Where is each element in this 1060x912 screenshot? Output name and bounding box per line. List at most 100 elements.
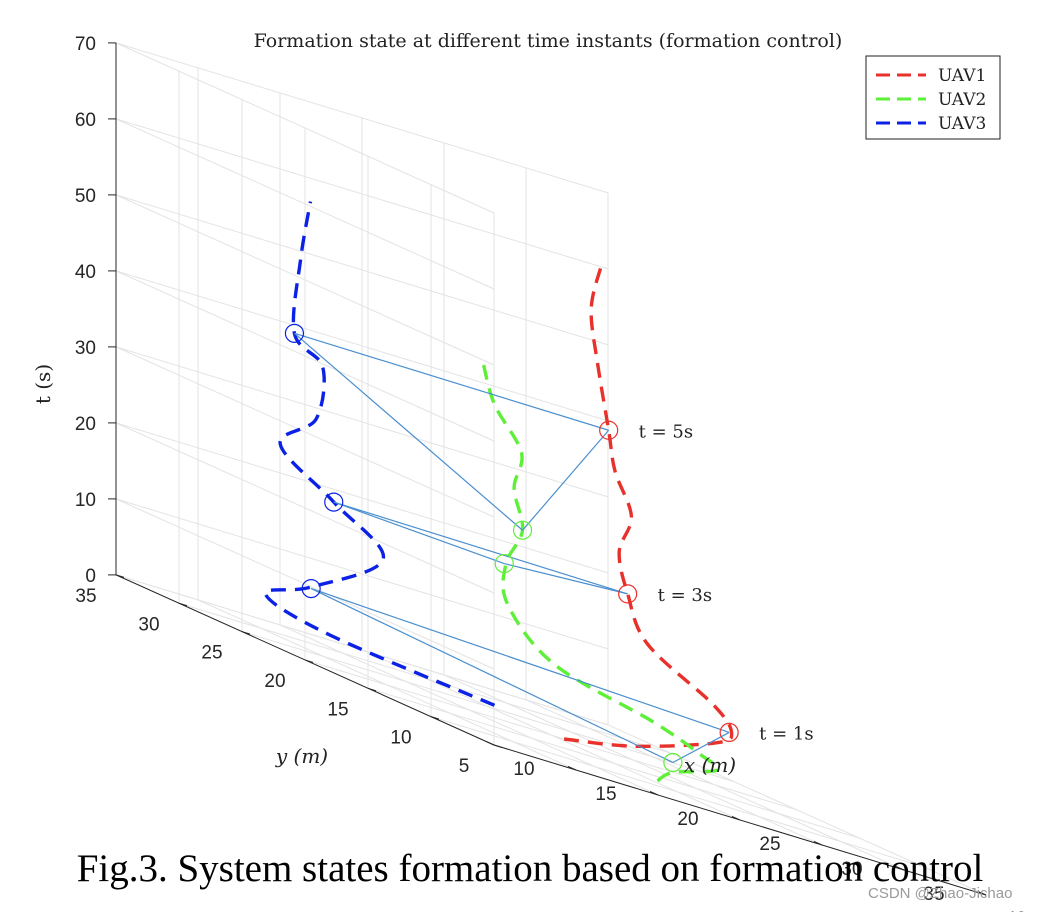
z-tick-label: 70 (75, 34, 96, 55)
y-tick-label: 30 (138, 614, 159, 635)
side-wall-grid-line (115, 346, 495, 518)
z-tick-label: 20 (75, 414, 96, 435)
side-wall-grid-line (115, 498, 495, 670)
y-tick-label: 20 (264, 671, 285, 692)
x-tick-mark (977, 890, 987, 896)
side-wall-grid-line (115, 194, 495, 366)
formation-link (333, 501, 628, 595)
floor-grid-line (430, 716, 924, 868)
back-wall-grid-line (115, 42, 609, 194)
formation-link (310, 588, 674, 764)
z-axis-label: t (s) (31, 364, 55, 404)
x-tick-label: 10 (513, 759, 534, 780)
formation-marker-uav2 (512, 520, 533, 540)
y-axis-label-text: y (m) (275, 744, 328, 768)
formation-link (672, 731, 730, 764)
x-tick-mark (731, 815, 741, 821)
formation-link (522, 429, 610, 531)
formation-marker-uav2 (494, 553, 514, 574)
grid-lines (115, 42, 987, 896)
formation-time-label: t = 5s (639, 421, 693, 442)
legend-entry-uav2: UAV2 (876, 90, 986, 110)
formation-marker-uav1 (618, 584, 638, 604)
formation-time-label: t = 3s (658, 585, 712, 606)
legend-label-uav2: UAV2 (938, 90, 986, 110)
side-wall-grid-line (115, 118, 495, 290)
formation-marker-uav3 (301, 578, 321, 599)
formation-marker-uav3 (324, 492, 344, 512)
floor-grid-line (241, 631, 735, 783)
y-tick-label: 35 (75, 586, 96, 607)
formation-link (333, 501, 505, 565)
z-tick-label: 10 (75, 490, 96, 511)
x-tick-label: 35 (923, 884, 944, 905)
y-tick-label: 5 (459, 756, 470, 777)
z-tick-label: 30 (75, 338, 96, 359)
y-tick-mark (493, 744, 503, 748)
floor-grid-line (178, 602, 672, 754)
x-tick-label: 30 (841, 859, 862, 880)
back-wall-grid-line (115, 498, 609, 650)
back-wall-grid-line (115, 422, 609, 574)
y-tick-label: 10 (390, 728, 411, 749)
back-wall-grid-line (115, 346, 609, 498)
y-tick-mark (304, 659, 314, 663)
chart-title: Formation state at different time instan… (254, 30, 843, 52)
back-wall-grid-line (115, 574, 609, 726)
formation-marker-uav2 (663, 752, 683, 773)
formation-marker-uav3 (284, 323, 305, 343)
formation-marker-uav1 (599, 420, 619, 440)
legend-label-uav3: UAV3 (938, 114, 986, 134)
formation-time-label: t = 1s (759, 723, 813, 744)
y-tick-mark (178, 602, 188, 607)
x-tick-mark (649, 790, 659, 796)
z-tick-label: 0 (85, 566, 96, 587)
legend-label-uav1: UAV1 (938, 66, 986, 86)
floor-grid-line (304, 659, 798, 811)
z-tick-label: 50 (75, 186, 96, 207)
formation-link (310, 588, 730, 733)
x-tick-label: 15 (595, 784, 616, 805)
x-tick-mark (813, 840, 823, 846)
trajectory-uav2 (481, 361, 720, 783)
y-tick-label: 25 (201, 643, 222, 664)
legend-entry-uav3: UAV3 (876, 114, 986, 134)
z-axis-label-text: t (s) (31, 364, 55, 404)
formation-link (294, 332, 523, 531)
side-wall-grid-line (115, 42, 495, 214)
axes: 1015202530354051015202530350102030405060… (75, 34, 1027, 912)
x-axis-label-text: x (m) (684, 753, 736, 777)
y-tick-mark (367, 687, 377, 692)
formation-marker-uav1 (719, 722, 739, 743)
z-tick-label: 60 (75, 110, 96, 131)
x-tick-mark (485, 740, 495, 746)
y-tick-mark (241, 631, 251, 635)
watermark-text: CSDN @Zhao-Jichao (868, 885, 1013, 902)
back-wall-grid-line (115, 270, 609, 422)
trajectory-uav3 (263, 201, 496, 707)
y-tick-mark (115, 574, 125, 578)
y-tick-mark (430, 716, 440, 720)
legend: UAV1 UAV2 UAV3 (865, 55, 1001, 140)
side-wall-grid-line (115, 270, 495, 442)
back-wall-grid-line (115, 118, 609, 270)
x-tick-mark (895, 865, 905, 871)
figure-caption: Fig.3. System states formation based on … (76, 847, 984, 890)
legend-entry-uav1: UAV1 (876, 66, 986, 86)
x-tick-label: 40 (1005, 909, 1026, 912)
trajectory-series (263, 201, 734, 783)
y-tick-label: 15 (327, 699, 348, 720)
y-axis-label: y (m) (275, 744, 328, 768)
x-tick-label: 25 (759, 834, 780, 855)
formation-link (294, 332, 609, 431)
x-tick-mark (567, 765, 577, 771)
trajectory-uav1 (563, 266, 734, 749)
back-wall-grid-line (115, 194, 609, 346)
formation-link (504, 562, 628, 595)
x-tick-label: 20 (677, 809, 698, 830)
x-axis-label: x (m) (684, 753, 736, 777)
floor-grid-line (367, 687, 861, 839)
formation-markers: t = 1s t = 3s t = 5s (284, 323, 814, 773)
side-wall-grid-line (115, 422, 495, 594)
